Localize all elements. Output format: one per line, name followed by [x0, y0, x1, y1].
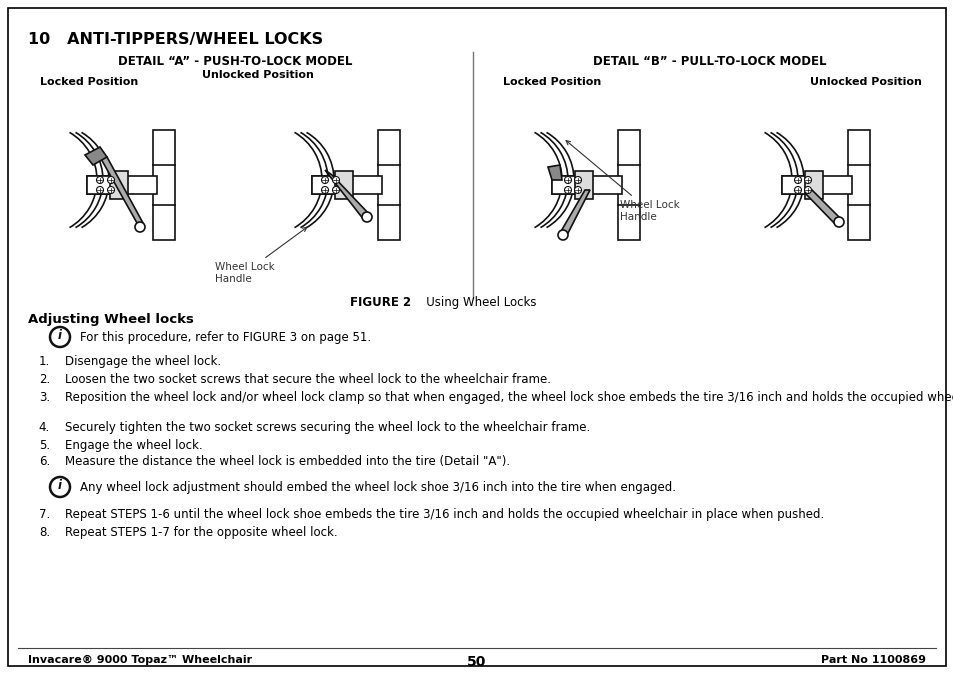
Text: Repeat STEPS 1-7 for the opposite wheel lock.: Repeat STEPS 1-7 for the opposite wheel … [65, 526, 337, 539]
Bar [575, 171, 593, 199]
Text: 7.: 7. [39, 508, 50, 521]
Circle shape [803, 187, 811, 193]
Bar [618, 130, 639, 240]
Text: 1.: 1. [39, 355, 50, 368]
Text: Locked Position: Locked Position [502, 77, 600, 87]
Circle shape [108, 187, 114, 193]
Text: Any wheel lock adjustment should embed the wheel lock shoe 3/16 inch into the ti: Any wheel lock adjustment should embed t… [80, 481, 676, 494]
Polygon shape [804, 190, 841, 225]
Text: Locked Position: Locked Position [40, 77, 138, 87]
Polygon shape [547, 165, 561, 180]
Text: Using Wheel Locks: Using Wheel Locks [415, 296, 536, 309]
Text: Part No 1100869: Part No 1100869 [821, 655, 925, 665]
Text: 3.: 3. [39, 391, 50, 404]
Text: 10   ANTI-TIPPERS/WHEEL LOCKS: 10 ANTI-TIPPERS/WHEEL LOCKS [28, 32, 323, 47]
Circle shape [558, 230, 567, 240]
Circle shape [361, 212, 372, 222]
Circle shape [803, 177, 811, 183]
Text: For this procedure, refer to FIGURE 3 on page 51.: For this procedure, refer to FIGURE 3 on… [80, 331, 371, 344]
Circle shape [108, 177, 114, 183]
Circle shape [574, 177, 581, 183]
Text: DETAIL “A” - PUSH-TO-LOCK MODEL: DETAIL “A” - PUSH-TO-LOCK MODEL [117, 55, 352, 68]
Text: Engage the wheel lock.: Engage the wheel lock. [65, 439, 202, 452]
Circle shape [794, 187, 801, 193]
Circle shape [833, 217, 843, 227]
Text: DETAIL “B” - PULL-TO-LOCK MODEL: DETAIL “B” - PULL-TO-LOCK MODEL [593, 55, 826, 68]
Circle shape [794, 177, 801, 183]
Text: i: i [58, 479, 62, 492]
Text: Repeat STEPS 1-6 until the wheel lock shoe embeds the tire 3/16 inch and holds t: Repeat STEPS 1-6 until the wheel lock sh… [65, 508, 823, 521]
Circle shape [333, 177, 339, 183]
Bar [377, 130, 399, 240]
Bar [847, 130, 869, 240]
Bar [152, 130, 174, 240]
Text: Disengage the wheel lock.: Disengage the wheel lock. [65, 355, 221, 368]
Circle shape [321, 177, 328, 183]
Text: Adjusting Wheel locks: Adjusting Wheel locks [28, 313, 193, 326]
Polygon shape [85, 147, 107, 165]
Circle shape [564, 187, 571, 193]
Text: i: i [58, 329, 62, 342]
Circle shape [135, 222, 145, 232]
Text: 5.: 5. [39, 439, 50, 452]
Text: 2.: 2. [39, 373, 50, 386]
Bar [781, 176, 851, 194]
Bar [552, 176, 621, 194]
Circle shape [96, 177, 103, 183]
Bar [87, 176, 119, 194]
Bar [110, 171, 128, 199]
Circle shape [564, 177, 571, 183]
Circle shape [96, 187, 103, 193]
Bar [804, 171, 822, 199]
Circle shape [333, 187, 339, 193]
Text: Invacare® 9000 Topaz™ Wheelchair: Invacare® 9000 Topaz™ Wheelchair [28, 655, 252, 665]
Text: 6.: 6. [39, 455, 50, 468]
Polygon shape [559, 190, 589, 237]
Bar [312, 176, 344, 194]
Text: 8.: 8. [39, 526, 50, 539]
Text: FIGURE 2: FIGURE 2 [350, 296, 411, 309]
Circle shape [321, 187, 328, 193]
Text: Wheel Lock
Handle: Wheel Lock Handle [565, 141, 679, 222]
Text: Measure the distance the wheel lock is embedded into the tire (Detail "A").: Measure the distance the wheel lock is e… [65, 455, 510, 468]
Bar [781, 176, 813, 194]
Polygon shape [100, 157, 143, 223]
Text: Unlocked Position: Unlocked Position [202, 70, 314, 80]
Bar [335, 171, 353, 199]
Bar [552, 176, 583, 194]
Bar [312, 176, 381, 194]
Text: Loosen the two socket screws that secure the wheel lock to the wheelchair frame.: Loosen the two socket screws that secure… [65, 373, 551, 386]
Bar [87, 176, 157, 194]
Polygon shape [325, 170, 370, 220]
Text: Reposition the wheel lock and/or wheel lock clamp so that when engaged, the whee: Reposition the wheel lock and/or wheel l… [65, 391, 953, 404]
Text: Unlocked Position: Unlocked Position [809, 77, 921, 87]
Text: Wheel Lock
Handle: Wheel Lock Handle [214, 227, 307, 284]
Circle shape [574, 187, 581, 193]
Text: 4.: 4. [39, 421, 50, 434]
Text: 50: 50 [467, 655, 486, 669]
Text: Securely tighten the two socket screws securing the wheel lock to the wheelchair: Securely tighten the two socket screws s… [65, 421, 590, 434]
